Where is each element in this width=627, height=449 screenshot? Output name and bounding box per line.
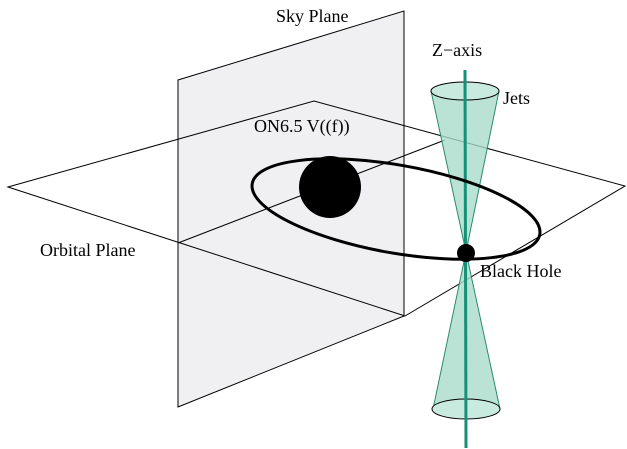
jets-label: Jets [503,88,530,108]
orbital-plane-label: Orbital Plane [40,240,135,260]
sky-plane [177,10,405,408]
sky-plane-label: Sky Plane [276,6,349,26]
orbit-ellipse [250,157,542,261]
star-label: ON6.5 V((f)) [254,116,350,137]
orbital-plane [6,100,627,317]
star-sphere [299,156,361,218]
z-axis-label: Z−axis [432,40,482,60]
black-hole-label: Black Hole [480,261,561,281]
black-hole-dot [457,244,475,262]
